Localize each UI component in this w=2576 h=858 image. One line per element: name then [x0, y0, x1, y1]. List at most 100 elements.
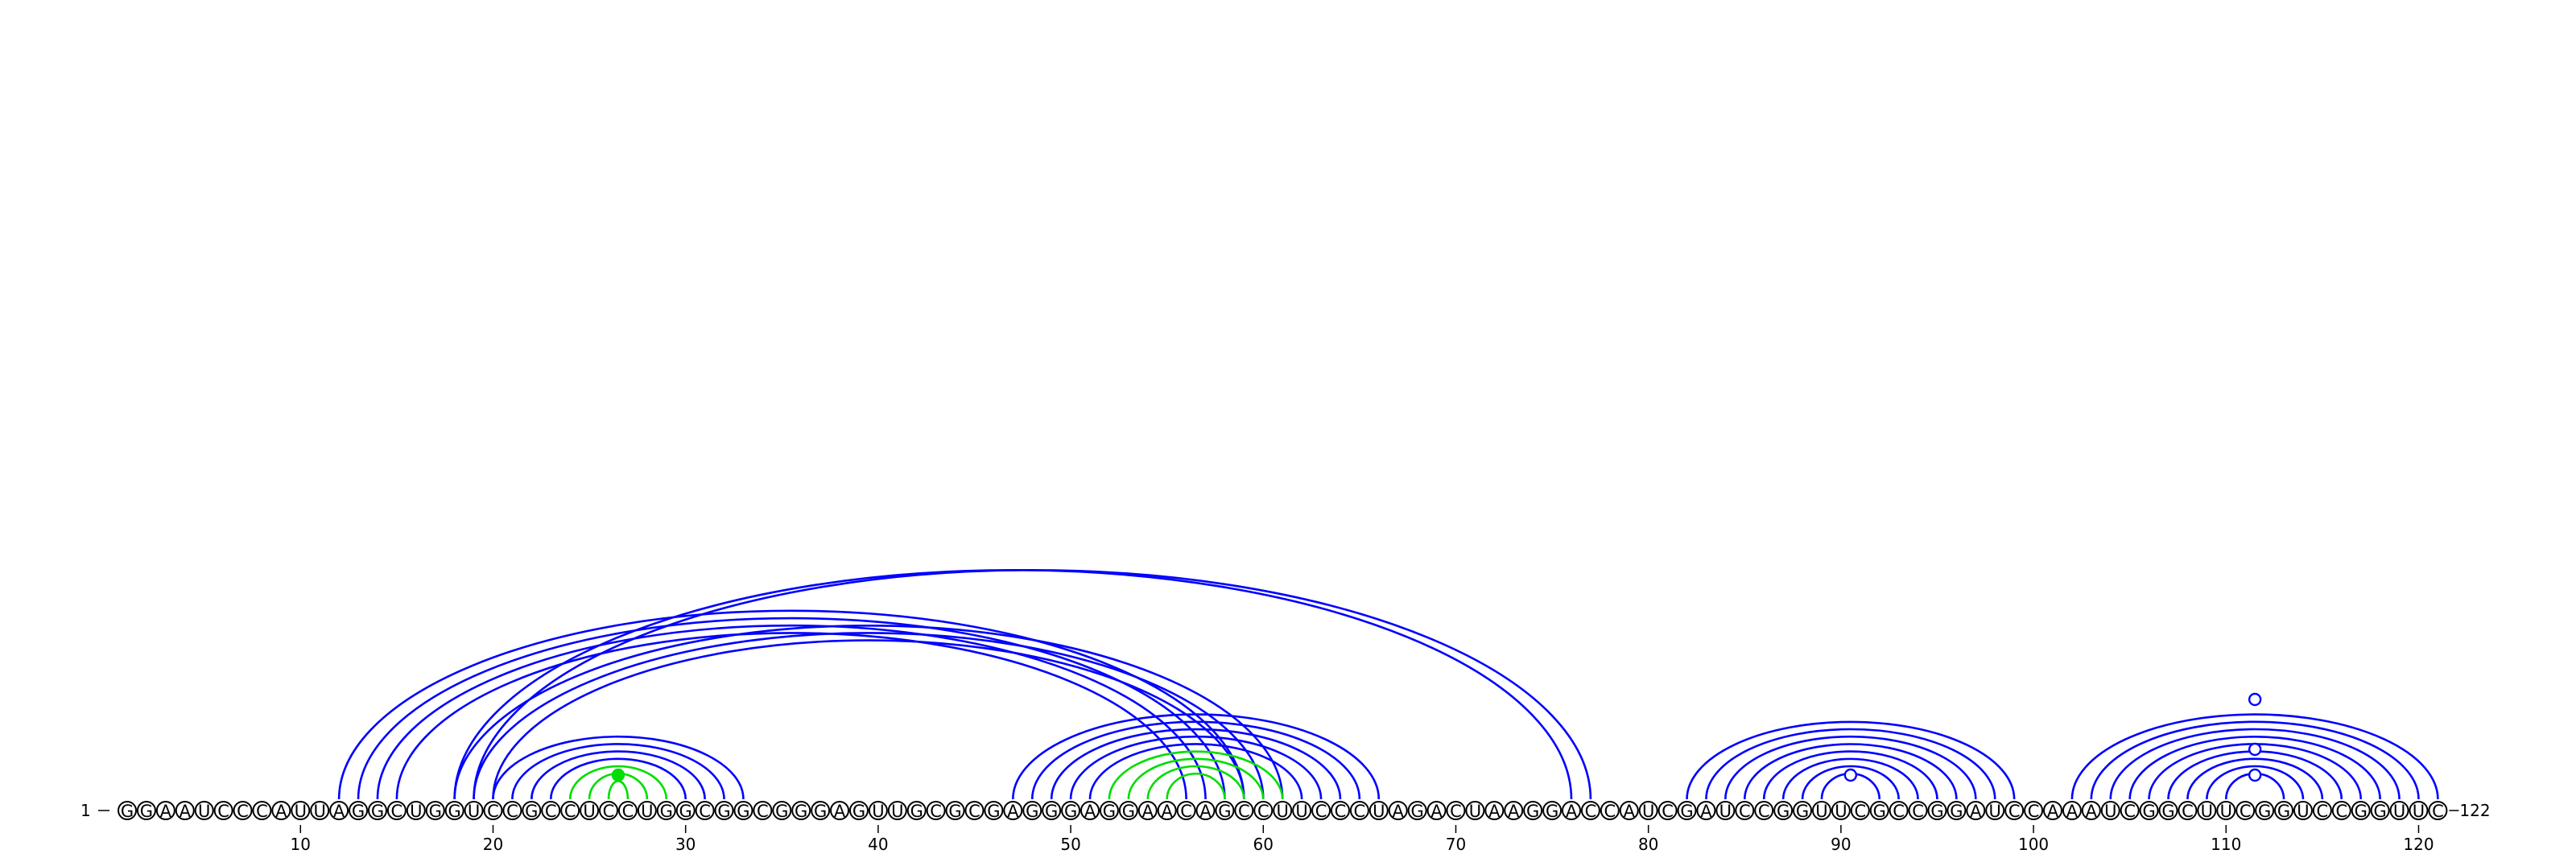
nucleotide-letter: C: [1854, 802, 1866, 821]
nucleotide-circle: [1118, 801, 1138, 820]
base-pair-arc: [1012, 713, 1381, 800]
nucleotide-letter: U: [2413, 802, 2425, 821]
nucleotide-circle: [848, 801, 869, 820]
nucleotide-letter: C: [603, 802, 615, 821]
nucleotide-circle: [271, 801, 291, 820]
nucleotide: C: [2024, 801, 2044, 821]
nucleotide: G: [2351, 801, 2371, 821]
pair-marker: [2248, 742, 2262, 757]
nucleotide-circle: [830, 801, 850, 820]
nucleotide: G: [1869, 801, 1889, 821]
nucleotide: G: [1542, 801, 1563, 821]
base-pair-arc: [1686, 720, 2016, 800]
nucleotide-circle: [310, 801, 330, 820]
nucleotide-circle: [2274, 801, 2294, 820]
nucleotide-circle: [1677, 801, 1697, 820]
nucleotide: C: [233, 801, 253, 821]
nucleotide-circle: [1754, 801, 1774, 820]
nucleotide-letter: A: [1084, 802, 1096, 821]
nucleotide-letter: A: [1430, 802, 1443, 821]
nucleotide: G: [1773, 801, 1794, 821]
nucleotide: C: [2428, 801, 2448, 821]
nucleotide-circle: [483, 801, 503, 820]
nucleotide-circle: [1465, 801, 1485, 820]
base-pair-arc: [1108, 750, 1284, 800]
nucleotide-letter: G: [795, 802, 807, 821]
nucleotide: U: [868, 801, 888, 821]
nucleotide: C: [1735, 801, 1755, 821]
nucleotide-letter: U: [314, 802, 326, 821]
nucleotide-circle: [984, 801, 1004, 820]
nucleotide-circle: [599, 801, 618, 820]
nucleotide: C: [1176, 801, 1196, 821]
base-pair-arc: [492, 735, 745, 800]
pair-markers: [611, 692, 2262, 782]
base-pair-arc: [568, 765, 668, 800]
nucleotide-circle: [1042, 801, 1062, 820]
nucleotide-letter: C: [1758, 802, 1770, 821]
nucleotide: U: [1811, 801, 1831, 821]
nucleotide: G: [444, 801, 464, 821]
base-pair-arc: [473, 568, 1592, 800]
base-pair-arc: [357, 617, 1226, 800]
nucleotide-circle: [136, 801, 156, 820]
nucleotide: C: [483, 801, 503, 821]
tick-label: 100: [2018, 835, 2049, 854]
nucleotide: C: [1754, 801, 1774, 821]
nucleotide-circle: [1889, 801, 1909, 820]
nucleotide: C: [753, 801, 773, 821]
base-pair-arc: [607, 780, 630, 800]
nucleotide: C: [1908, 801, 1928, 821]
nucleotide-letter: G: [660, 802, 673, 821]
nucleotide-letter: C: [506, 802, 518, 821]
nucleotide-letter: U: [1295, 802, 1307, 821]
nucleotide: G: [522, 801, 542, 821]
nucleotide: G: [1022, 801, 1042, 821]
nucleotide-circle: [1600, 801, 1620, 820]
nucleotide-circle: [2081, 801, 2101, 820]
nucleotide-letter: C: [237, 802, 249, 821]
nucleotide: G: [1042, 801, 1062, 821]
nucleotide: G: [118, 801, 137, 821]
nucleotide-letter: G: [429, 802, 442, 821]
nucleotide: A: [1504, 801, 1524, 821]
nucleotide: G: [1793, 801, 1813, 821]
nucleotide-letter: U: [410, 802, 422, 821]
nucleotide-letter: U: [2393, 802, 2405, 821]
nucleotide-letter: C: [1604, 802, 1616, 821]
nucleotide-circle: [1368, 801, 1389, 820]
nucleotide-circle: [367, 801, 387, 820]
nucleotide-letter: A: [2086, 802, 2098, 821]
nucleotide-letter: A: [1142, 802, 1154, 821]
nucleotide-circle: [1273, 801, 1293, 820]
nucleotide-letter: C: [2124, 802, 2136, 821]
pair-marker: [611, 768, 625, 782]
tick-label: 30: [675, 835, 696, 854]
nucleotide-letter: U: [891, 802, 903, 821]
nucleotide: G: [2158, 801, 2178, 821]
nucleotide-letter: C: [1335, 802, 1347, 821]
nucleotide-circle: [2158, 801, 2178, 820]
base-pair-arc: [1166, 772, 1226, 800]
nucleotide: G: [425, 801, 445, 821]
nucleotide-letter: C: [1662, 802, 1674, 821]
nucleotide: A: [1619, 801, 1639, 821]
end-label: 122: [2459, 801, 2490, 820]
nucleotide-circle: [1657, 801, 1678, 820]
nucleotide: G: [1061, 801, 1081, 821]
nucleotide-circle: [2428, 801, 2448, 820]
nucleotide: A: [1966, 801, 1986, 821]
nucleotide: A: [1696, 801, 1716, 821]
nucleotide-letter: U: [1835, 802, 1847, 821]
nucleotide-circle: [1407, 801, 1427, 820]
nucleotide-letter: G: [2355, 802, 2368, 821]
nucleotide-letter: G: [717, 802, 730, 821]
tick-label: 10: [291, 835, 311, 854]
nucleotide-circle: [1696, 801, 1716, 820]
nucleotide: G: [1677, 801, 1697, 821]
nucleotide-letter: C: [1180, 802, 1192, 821]
nucleotide: C: [599, 801, 618, 821]
nucleotide: U: [406, 801, 426, 821]
nucleotide: C: [213, 801, 233, 821]
nucleotide-letter: G: [121, 802, 134, 821]
